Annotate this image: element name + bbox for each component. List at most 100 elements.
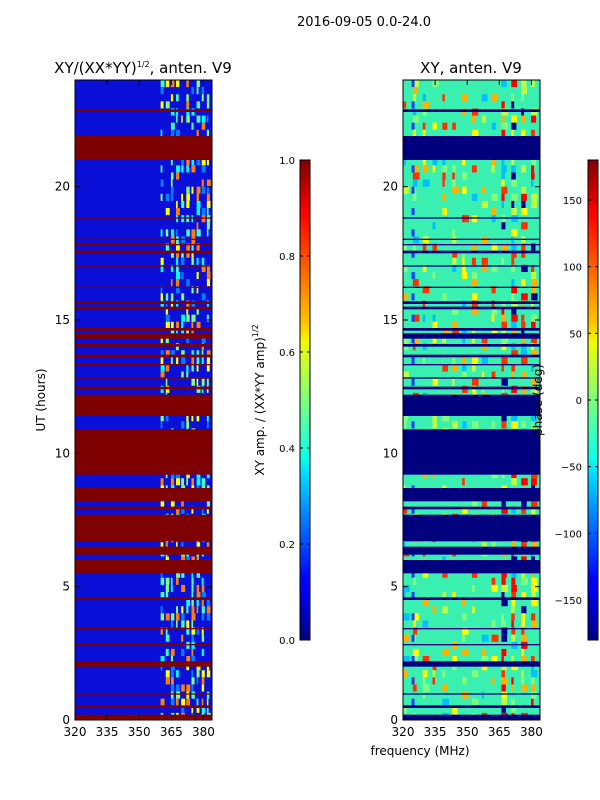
heatmap-cell	[191, 165, 196, 173]
heatmap-cell	[403, 656, 410, 664]
heatmap-cell	[442, 570, 448, 578]
heatmap-cell	[201, 158, 206, 166]
colorbar-tick-label: 0	[576, 396, 582, 407]
heatmap-cell	[521, 634, 527, 642]
flagged-band	[75, 386, 212, 390]
flagged-band	[403, 333, 540, 339]
flagged-band	[403, 429, 540, 475]
heatmap-cell	[176, 670, 179, 678]
heatmap-cell	[511, 193, 518, 201]
flagged-band	[75, 238, 212, 240]
heatmap-cell	[521, 506, 527, 514]
heatmap-cell	[481, 186, 486, 194]
heatmap-cell	[511, 257, 515, 265]
heatmap-cell	[165, 414, 169, 422]
flagged-band	[403, 560, 540, 574]
flagged-band	[75, 514, 212, 542]
heatmap-cell	[403, 186, 409, 194]
heatmap-cell	[462, 257, 465, 265]
heatmap-cell	[170, 80, 175, 88]
flagged-band	[75, 597, 212, 600]
heatmap-cell	[501, 698, 507, 706]
heatmap-cell	[186, 215, 190, 223]
heatmap-cell	[412, 243, 416, 251]
heatmap-cell	[196, 357, 200, 365]
heatmap-cell	[191, 186, 194, 194]
heatmap-cell	[186, 307, 189, 315]
heatmap-cell	[501, 670, 505, 678]
heatmap-cell	[196, 222, 199, 230]
heatmap-cell	[186, 364, 189, 372]
heatmap-cell	[531, 172, 535, 180]
heatmap-cell	[170, 186, 174, 194]
heatmap-cell	[501, 357, 508, 365]
heatmap-cell	[411, 314, 415, 322]
heatmap-cell	[452, 122, 456, 130]
heatmap-cell	[531, 570, 534, 578]
heatmap-cell	[412, 343, 416, 351]
heatmap-cell	[196, 307, 199, 315]
heatmap-cell	[521, 165, 527, 173]
heatmap-cell	[501, 343, 507, 351]
heatmap-cell	[196, 606, 199, 614]
flagged-band	[403, 705, 540, 708]
heatmap-cell	[181, 158, 184, 166]
heatmap-cell	[481, 94, 488, 102]
heatmap-cell	[191, 634, 194, 642]
heatmap-cell	[411, 677, 415, 685]
heatmap-cell	[196, 627, 200, 635]
flagged-band	[403, 301, 540, 304]
heatmap-cell	[196, 570, 200, 578]
heatmap-cell	[511, 129, 514, 137]
heatmap-cell	[432, 165, 436, 173]
heatmap-cell	[531, 193, 538, 201]
flagged-band	[75, 109, 212, 112]
heatmap-cell	[160, 371, 165, 379]
heatmap-cell	[531, 80, 535, 88]
flagged-band	[75, 693, 212, 695]
heatmap-cell	[491, 314, 495, 322]
heatmap-cell	[191, 122, 194, 130]
heatmap-cell	[170, 229, 175, 237]
colorbar1-label: XY amp. / (XX*YY amp)1/2	[251, 324, 267, 475]
heatmap-cell	[511, 286, 518, 294]
heatmap-cell	[176, 172, 180, 180]
heatmap-cell	[501, 307, 505, 315]
colorbar-tick-label: 1.0	[279, 156, 295, 167]
heatmap-cell	[196, 257, 199, 265]
heatmap-cell	[511, 705, 516, 713]
heatmap-cell	[191, 378, 196, 386]
heatmap-cell	[176, 115, 178, 123]
heatmap-cell	[206, 691, 210, 699]
heatmap-cell	[170, 158, 173, 166]
heatmap-cell	[201, 350, 204, 358]
heatmap-cell	[201, 343, 205, 351]
heatmap-cell	[165, 378, 168, 386]
flagged-band	[403, 265, 540, 267]
heatmap-cell	[511, 115, 518, 123]
flagged-band	[403, 354, 540, 358]
heatmap-cell	[422, 165, 429, 173]
heatmap-cell	[170, 250, 174, 258]
heatmap-cell	[511, 599, 516, 607]
heatmap-cell	[462, 158, 466, 166]
heatmap-cell	[531, 620, 537, 628]
heatmap-cell	[206, 272, 211, 280]
flagged-band	[403, 306, 540, 310]
heatmap-cell	[521, 343, 527, 351]
heatmap-cell	[462, 357, 467, 365]
heatmap-cell	[160, 350, 164, 358]
heatmap-cell	[462, 215, 469, 223]
heatmap-cell	[471, 499, 478, 507]
heatmap-cell	[462, 627, 469, 635]
heatmap-cell	[191, 243, 194, 251]
heatmap-cell	[160, 193, 163, 201]
heatmap-cell	[165, 336, 169, 344]
heatmap-cell	[471, 328, 476, 336]
heatmap-cell	[206, 279, 211, 287]
heatmap-cell	[531, 542, 537, 550]
heatmap-cell	[206, 101, 210, 109]
heatmap-cell	[411, 293, 415, 301]
heatmap-cell	[181, 272, 184, 280]
heatmap-cell	[165, 670, 170, 678]
